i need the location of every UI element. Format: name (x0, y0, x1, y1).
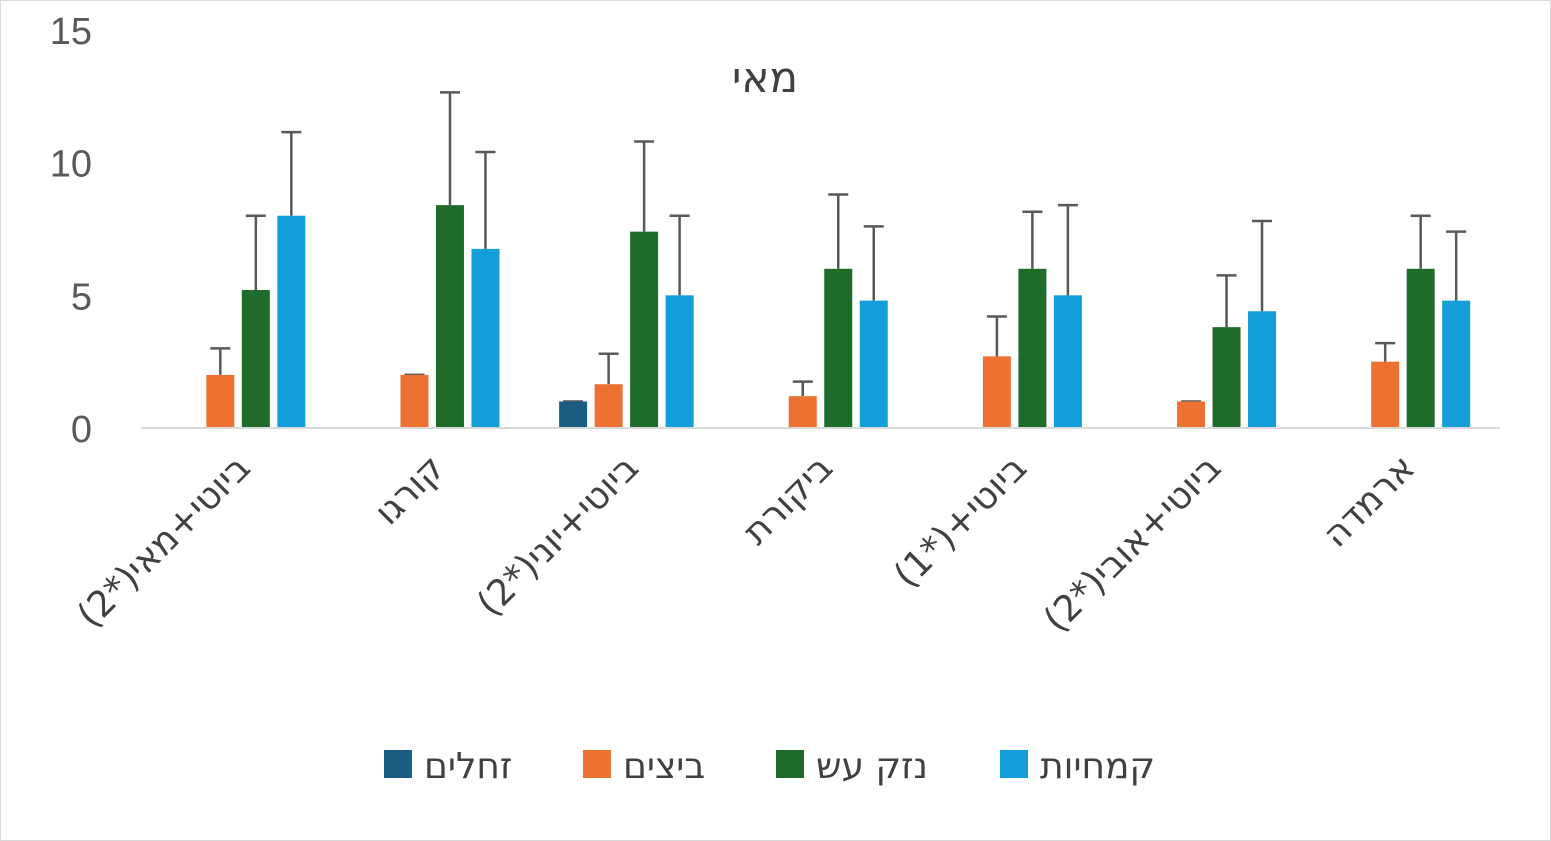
bar (400, 374, 429, 428)
x-tick-label: ביוטי+אובי(*2) (1036, 447, 1229, 640)
legend-swatch (1000, 750, 1028, 778)
legend-swatch (384, 750, 412, 778)
bar (1212, 327, 1241, 428)
x-tick-label: ביוטי+(*1) (886, 447, 1035, 596)
legend-swatch (583, 750, 611, 778)
legend-swatch (776, 750, 804, 778)
bars (206, 205, 1471, 428)
x-tick-label: ארמדה (1315, 447, 1423, 555)
y-axis: 0 5 10 15 (50, 11, 92, 451)
bar (471, 248, 500, 428)
legend-label: נזק עש (816, 746, 928, 787)
bar (1053, 295, 1082, 428)
bar (1442, 300, 1471, 428)
bar (1248, 311, 1277, 428)
bar (1371, 361, 1400, 428)
x-tick-label: קורגו (367, 447, 453, 533)
x-tick-label: ביוטי+מאי(*2) (70, 447, 259, 636)
y-tick-label: 5 (71, 276, 92, 318)
legend-label: זחלים (424, 746, 512, 787)
legend-label: קמחיות (1040, 746, 1155, 787)
bar (824, 268, 853, 428)
bar (277, 215, 306, 428)
bar (630, 231, 659, 428)
x-tick-label: ביקורת (735, 447, 841, 553)
chart-title: מאי (732, 53, 798, 102)
bar (594, 384, 623, 428)
y-tick-label: 15 (50, 11, 92, 53)
bar (206, 374, 235, 428)
bar (1406, 268, 1435, 428)
bar (241, 290, 270, 428)
bar (788, 396, 817, 428)
bar (1177, 401, 1206, 428)
bar (1018, 268, 1047, 428)
legend-label: ביצים (623, 746, 705, 787)
bar (859, 300, 888, 428)
bar (435, 205, 464, 428)
bar (665, 295, 694, 428)
y-tick-label: 0 (71, 409, 92, 451)
y-tick-label: 10 (50, 144, 92, 186)
x-tick-label: ביוטי+יוני(*2) (470, 447, 647, 624)
bar (982, 356, 1011, 428)
legend: זחלים ביצים נזק עש קמחיות (384, 746, 1155, 787)
bar (559, 401, 588, 428)
